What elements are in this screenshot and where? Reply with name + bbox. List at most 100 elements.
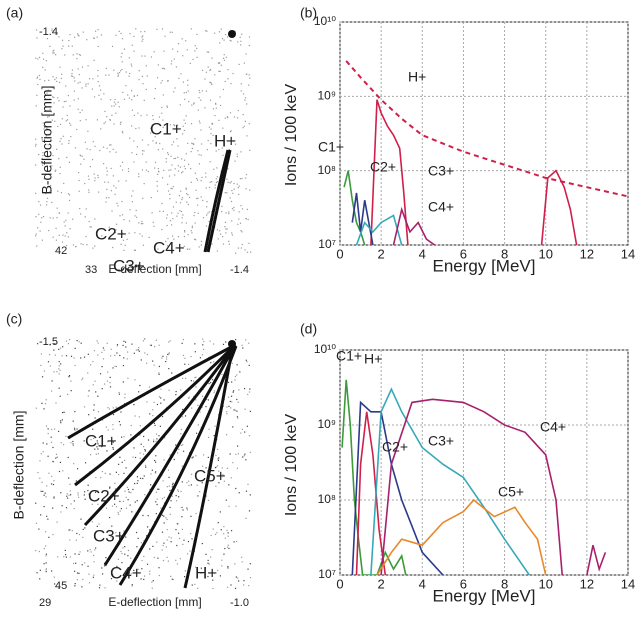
noise-dot [218, 457, 220, 459]
noise-dot [215, 150, 217, 152]
noise-dot [233, 541, 235, 543]
noise-dot [187, 163, 190, 165]
noise-dot [206, 201, 208, 203]
noise-dot [123, 249, 125, 251]
noise-dot [52, 154, 54, 157]
noise-dot [163, 169, 165, 171]
noise-dot [247, 393, 249, 396]
noise-dot [73, 570, 76, 572]
noise-dot [106, 450, 108, 452]
noise-dot [106, 380, 109, 382]
noise-dot [38, 153, 40, 156]
noise-dot [206, 206, 208, 208]
noise-dot [195, 239, 197, 241]
noise-dot [175, 559, 177, 561]
noise-dot [230, 584, 232, 586]
noise-dot [70, 380, 72, 382]
noise-dot [190, 533, 192, 535]
noise-dot [104, 472, 106, 474]
noise-dot [43, 548, 45, 550]
noise-dot [109, 376, 111, 378]
noise-dot [184, 415, 187, 417]
noise-dot [181, 222, 183, 224]
noise-dot [218, 148, 220, 151]
noise-dot [168, 353, 170, 355]
noise-dot [133, 50, 135, 52]
noise-dot [212, 528, 214, 530]
noise-dot [55, 227, 57, 230]
noise-dot [177, 532, 180, 534]
noise-dot [240, 230, 242, 232]
noise-dot [55, 169, 57, 171]
noise-dot [171, 235, 174, 237]
noise-dot [41, 157, 43, 160]
noise-dot [139, 457, 141, 459]
noise-dot [134, 482, 136, 485]
noise-dot [166, 518, 168, 521]
noise-dot [115, 406, 117, 408]
noise-dot [143, 435, 145, 438]
noise-dot [156, 498, 158, 500]
noise-dot [161, 415, 164, 418]
noise-dot [129, 33, 131, 35]
noise-dot [56, 33, 58, 35]
noise-dot [227, 565, 229, 568]
noise-dot [103, 122, 105, 125]
ion-trace [67, 343, 236, 440]
noise-dot [44, 80, 46, 82]
noise-dot [207, 499, 210, 502]
noise-dot [149, 344, 152, 346]
noise-dot [94, 491, 97, 493]
noise-dot [226, 140, 228, 142]
noise-dot [131, 65, 133, 67]
noise-dot [175, 500, 178, 502]
noise-dot [113, 101, 116, 103]
noise-dot [105, 74, 107, 76]
noise-dot [189, 550, 191, 552]
noise-dot [201, 406, 203, 408]
noise-dot [101, 573, 104, 575]
noise-dot [166, 245, 169, 247]
noise-dot [66, 232, 68, 234]
noise-dot [121, 562, 123, 564]
noise-dot [143, 99, 145, 101]
noise-dot [72, 244, 75, 246]
noise-dot [246, 73, 248, 75]
noise-dot [76, 572, 79, 574]
noise-dot [133, 161, 135, 163]
noise-dot [177, 165, 179, 167]
noise-dot [229, 112, 232, 114]
noise-dot [85, 85, 87, 87]
noise-dot [69, 228, 71, 230]
noise-dot [161, 514, 164, 516]
noise-dot [214, 114, 216, 117]
noise-dot [168, 476, 170, 479]
noise-dot [248, 391, 251, 393]
noise-dot [127, 170, 130, 173]
noise-dot [63, 101, 65, 103]
noise-dot [35, 233, 37, 235]
noise-dot [110, 144, 112, 146]
noise-dot [145, 65, 147, 67]
noise-dot [109, 355, 112, 357]
noise-dot [185, 153, 187, 155]
noise-dot [200, 567, 202, 569]
noise-dot [173, 124, 175, 126]
noise-dot [219, 511, 221, 513]
noise-dot [196, 179, 199, 181]
noise-dot [200, 572, 202, 574]
noise-dot [179, 210, 181, 212]
noise-dot [157, 173, 159, 175]
noise-dot [139, 233, 141, 235]
noise-dot [230, 181, 232, 183]
noise-dot [225, 56, 227, 58]
noise-dot [233, 188, 235, 190]
noise-dot [136, 94, 139, 97]
noise-dot [237, 453, 240, 455]
noise-dot [39, 204, 42, 206]
noise-dot [97, 443, 99, 445]
noise-dot [191, 457, 193, 459]
y-tick-label: -1.5 [39, 336, 58, 348]
noise-dot [244, 120, 246, 122]
noise-dot [101, 388, 103, 390]
